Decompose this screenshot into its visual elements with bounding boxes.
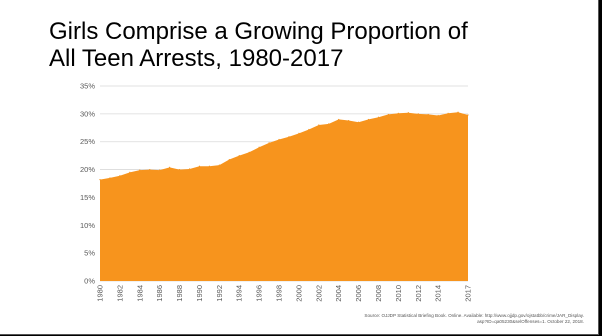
y-axis-ticks: 0% 5% 10% 15% 20% 25% 30% 35% (80, 82, 95, 286)
x-tick-label: 2004 (334, 285, 343, 302)
x-tick-label: 2006 (354, 285, 363, 302)
data-point (169, 166, 171, 168)
y-tick-label: 30% (80, 109, 95, 118)
source-note: Source: OJJDP Statistical Briefing Book.… (284, 313, 584, 325)
source-line-1: Source: OJJDP Statistical Briefing Book.… (364, 313, 584, 318)
area-series (99, 111, 469, 281)
data-point (188, 168, 191, 170)
chart-title-line-2: All Teen Arrests, 1980-2017 (49, 45, 344, 72)
data-point (228, 158, 230, 161)
source-line-2: asp?ID=qa05230&selOffenses=1. October 22… (477, 319, 584, 324)
x-tick-label: 1990 (195, 285, 204, 302)
data-point (149, 168, 151, 171)
y-tick-label: 0% (84, 277, 95, 286)
data-point (397, 112, 399, 114)
data-point (178, 168, 181, 171)
x-tick-label: 2002 (314, 285, 323, 302)
data-point (268, 142, 270, 144)
data-point (238, 155, 240, 157)
x-tick-label: 2012 (414, 285, 423, 302)
data-point (208, 165, 211, 167)
x-tick-label: 1986 (155, 285, 164, 302)
y-tick-label: 10% (80, 221, 95, 230)
data-point (139, 169, 141, 171)
chart-title: Girls Comprise a Growing Proportion of A… (49, 18, 569, 72)
x-tick-label: 1992 (215, 285, 224, 302)
data-point (258, 146, 260, 148)
data-point (457, 111, 459, 113)
data-point (387, 113, 390, 116)
x-axis-ticks: 1980 1982 1984 1986 1988 1990 1992 1994 1996 1998… (96, 285, 473, 302)
data-point (437, 114, 439, 117)
x-tick-label: 1994 (235, 285, 244, 302)
x-tick-label: 1984 (135, 285, 144, 302)
data-point (198, 165, 201, 167)
x-tick-label: 2010 (394, 285, 403, 302)
data-point (367, 118, 370, 121)
x-tick-label: 1980 (96, 285, 105, 302)
data-point (447, 112, 449, 114)
x-tick-label: 1998 (275, 285, 284, 302)
y-tick-label: 5% (84, 249, 95, 258)
data-point (328, 123, 330, 125)
x-tick-label: 1996 (255, 285, 264, 302)
chart-title-line-1: Girls Comprise a Growing Proportion of (49, 18, 468, 45)
data-point (407, 112, 409, 114)
data-point (308, 128, 310, 131)
data-point (278, 138, 280, 141)
x-tick-label: 2017 (464, 285, 473, 302)
data-point (427, 113, 429, 116)
data-point (318, 124, 320, 126)
data-point (348, 119, 350, 122)
y-tick-label: 15% (80, 193, 95, 202)
y-tick-label: 20% (80, 165, 95, 174)
data-point (129, 171, 131, 173)
data-point (248, 151, 250, 153)
y-tick-label: 35% (80, 82, 95, 91)
data-point (417, 113, 419, 115)
data-point (99, 179, 101, 181)
data-point (338, 118, 340, 121)
x-tick-label: 2000 (294, 285, 303, 302)
data-point (288, 136, 290, 138)
area-fill (100, 112, 468, 281)
data-point (467, 114, 469, 116)
data-point (218, 164, 220, 166)
x-tick-label: 2014 (434, 285, 443, 302)
data-point (357, 121, 360, 123)
x-tick-label: 1988 (175, 285, 184, 302)
x-tick-label: 2008 (374, 285, 383, 302)
data-point (109, 177, 111, 179)
data-point (119, 175, 121, 177)
data-point (298, 132, 300, 134)
x-tick-label: 1982 (115, 285, 124, 302)
data-point (159, 169, 161, 171)
y-tick-label: 25% (80, 137, 95, 146)
data-point (377, 116, 380, 118)
